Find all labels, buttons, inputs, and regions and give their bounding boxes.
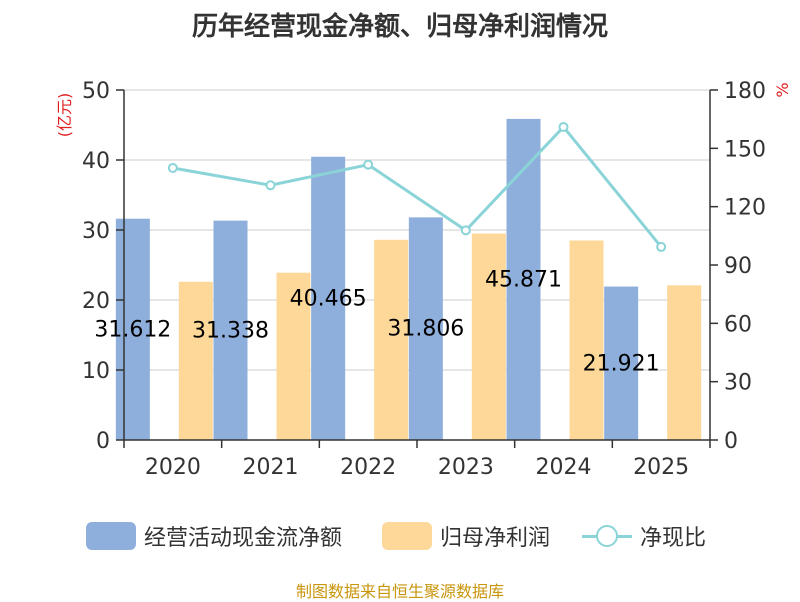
data-label: 40.465 (290, 286, 367, 311)
legend-item-ratio[interactable]: 净现比 (582, 518, 706, 554)
legend-item-net-profit[interactable]: 归母净利润 (382, 518, 550, 554)
ratio-point (265, 180, 276, 191)
data-labels: 31.612 31.338 40.465 31.806 45.871 21.921 (94, 267, 659, 376)
bar-cashflow (213, 220, 248, 440)
legend: 经营活动现金流净额 归母净利润 净现比 (0, 518, 800, 554)
y-right-tick-label: 120 (724, 196, 766, 221)
y-left-tick-label: 0 (96, 429, 110, 454)
legend-label-cashflow: 经营活动现金流净额 (144, 526, 343, 551)
y-left-tick-label: 40 (82, 149, 110, 174)
axes: 0 10 20 30 40 50 0 30 60 90 120 150 180 2020 2021 2022 2… (55, 79, 792, 480)
y-left-tick-label: 30 (82, 219, 110, 244)
data-label: 31.612 (94, 317, 171, 342)
y-right-tick-label: 30 (724, 371, 752, 396)
y-left-tick-label: 50 (82, 79, 110, 104)
y-left-tick-label: 20 (82, 289, 110, 314)
ratio-point (363, 159, 374, 170)
bar-cashflow (311, 156, 346, 440)
legend-item-cashflow[interactable]: 经营活动现金流净额 (86, 518, 342, 554)
ratio-point (558, 121, 569, 132)
x-tick-label: 2022 (340, 455, 396, 480)
legend-swatch-cashflow (86, 522, 136, 550)
x-tick-label: 2024 (536, 455, 592, 480)
bar-cashflow (604, 286, 639, 440)
bar-cashflow (408, 217, 443, 440)
data-label: 45.871 (485, 267, 562, 292)
bar-cashflow (115, 218, 150, 440)
y-left-tick-label: 10 (82, 359, 110, 384)
y-right-tick-label: 150 (724, 137, 766, 162)
y-right-tick-label: 0 (724, 429, 738, 454)
ratio-point (656, 241, 667, 252)
bar-net-profit (471, 233, 506, 440)
data-label: 31.806 (387, 317, 464, 342)
x-tick-label: 2020 (145, 455, 201, 480)
bar-net-profit (569, 240, 604, 440)
legend-swatch-ratio (582, 522, 632, 550)
x-tick-label: 2021 (243, 455, 299, 480)
data-label: 31.338 (192, 318, 269, 343)
bar-net-profit (374, 239, 409, 440)
y-right-tick-label: 60 (724, 312, 752, 337)
legend-label-net-profit: 归母净利润 (440, 526, 551, 551)
x-tick-label: 2023 (438, 455, 494, 480)
ratio-point (167, 162, 178, 173)
legend-swatch-net-profit (382, 522, 432, 550)
y-right-unit-label: % (773, 82, 792, 97)
bar-net-profit (276, 272, 311, 440)
y-left-unit-label: (亿元) (55, 93, 74, 138)
source-note: 制图数据来自恒生聚源数据库 (295, 582, 504, 601)
legend-label-ratio: 净现比 (640, 526, 707, 551)
x-tick-label: 2025 (633, 455, 689, 480)
bar-net-profit (178, 281, 213, 440)
bar-net-profit (667, 285, 702, 440)
bar-series (115, 118, 702, 440)
y-right-tick-label: 180 (724, 79, 766, 104)
ratio-point (460, 225, 471, 236)
y-right-tick-label: 90 (724, 254, 752, 279)
data-label: 21.921 (583, 351, 660, 376)
bar-cashflow (506, 118, 541, 440)
chart-title: 历年经营现金净额、归母净利润情况 (191, 12, 608, 42)
ratio-line-path (172, 124, 663, 248)
ratio-line (167, 121, 667, 252)
